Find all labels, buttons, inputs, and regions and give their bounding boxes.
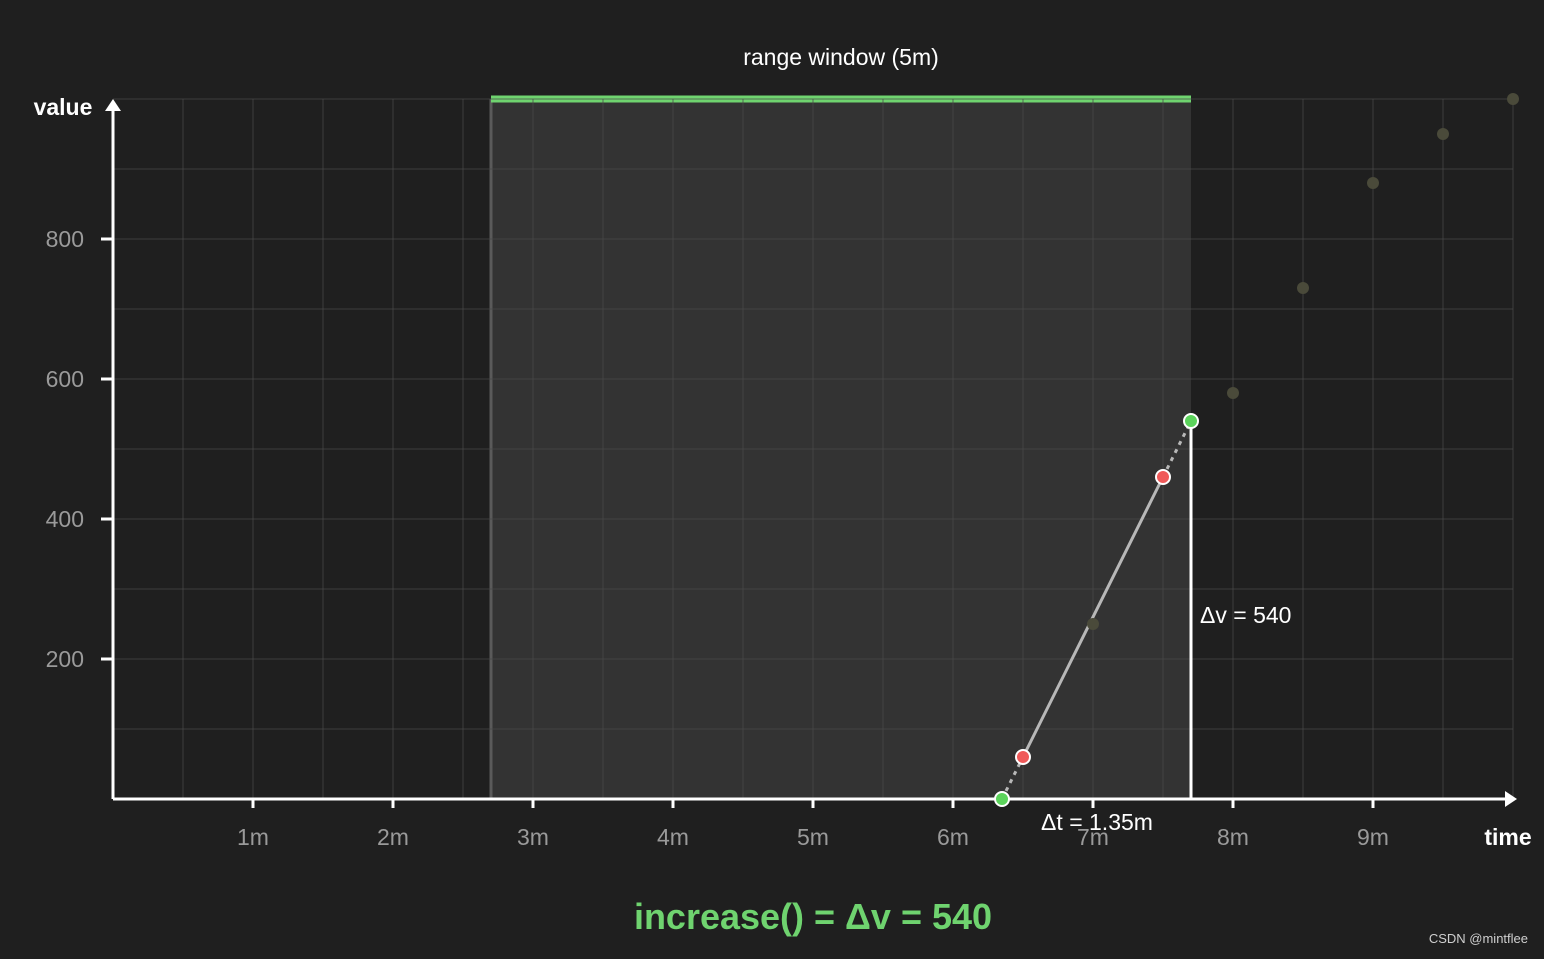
axes-layer [105,99,1517,807]
sample-point-outside [1297,282,1309,294]
extrapolated-point [1183,413,1199,429]
text-layer: range window (5m) value time Δv = 540 Δt… [34,44,1532,946]
x-tick-label: 1m [237,824,269,850]
ticks-layer: 1m 2m 3m 4m 5m 6m 7m 8m 9m 200 400 600 800 [46,226,1389,850]
y-tick-label: 200 [46,646,84,672]
sample-point-outside [1367,177,1379,189]
sample-point-in-window [1015,749,1031,765]
x-tick-label: 6m [937,824,969,850]
y-tick-label: 400 [46,506,84,532]
sample-point-outside [1507,93,1519,105]
x-tick-label: 7m [1077,824,1109,850]
x-tick-label: 5m [797,824,829,850]
x-tick-label: 4m [657,824,689,850]
x-axis-label: time [1484,824,1531,850]
y-axis-label: value [34,94,93,120]
x-tick-label: 2m [377,824,409,850]
range-window-label: range window (5m) [743,44,939,70]
x-tick-label: 9m [1357,824,1389,850]
delta-t-label: Δt = 1.35m [1041,809,1153,835]
sample-point-outside [1437,128,1449,140]
result-formula: increase() = Δv = 540 [634,896,992,937]
y-tick-label: 600 [46,366,84,392]
sample-connector-line [1021,476,1165,758]
x-axis-arrow [1505,791,1517,807]
delta-v-label: Δv = 540 [1200,602,1291,628]
x-tick-label: 8m [1217,824,1249,850]
sample-point-outside [1227,387,1239,399]
x-tick-label: 3m [517,824,549,850]
extrapolated-point [994,791,1010,807]
watermark: CSDN @mintflee [1429,931,1528,946]
y-tick-label: 800 [46,226,84,252]
sample-point-in-window [1155,469,1171,485]
y-axis-arrow [105,99,121,111]
points-layer [994,93,1519,807]
extrapolation-line-end [1161,420,1193,478]
sample-point-outside [1087,618,1099,630]
grid-layer [113,98,1514,799]
